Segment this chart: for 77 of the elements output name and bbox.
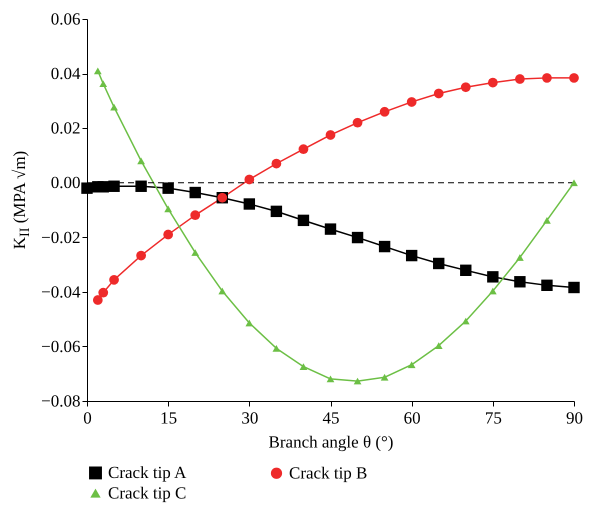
- point: [272, 344, 280, 352]
- point: [326, 130, 336, 140]
- point: [244, 198, 256, 210]
- point: [460, 82, 471, 92]
- x-tick-label: 90: [566, 408, 583, 428]
- y-tick-label: −0.06: [41, 336, 80, 356]
- y-tick-label: 0.04: [50, 64, 81, 84]
- point: [462, 318, 470, 324]
- point: [244, 174, 254, 184]
- point: [568, 282, 580, 294]
- point: [98, 288, 108, 298]
- point: [406, 250, 418, 262]
- point: [380, 374, 388, 381]
- point: [354, 378, 362, 384]
- point: [164, 206, 172, 212]
- y-tick-label: −0.08: [41, 392, 80, 410]
- x-tick-label: 0: [83, 408, 92, 428]
- legend-label: Crack tip A: [108, 462, 188, 482]
- x-tick-label: 30: [241, 408, 258, 428]
- point: [434, 88, 444, 98]
- x-tick-label: 45: [322, 408, 340, 428]
- point: [163, 230, 174, 240]
- point: [326, 376, 334, 382]
- legend-label: Crack tip C: [108, 484, 186, 502]
- point: [298, 214, 310, 226]
- point: [300, 363, 308, 370]
- point: [324, 223, 336, 235]
- point: [99, 80, 108, 88]
- point: [570, 179, 578, 186]
- point: [272, 158, 282, 168]
- legend-label: Crack tip B: [289, 463, 368, 482]
- point: [245, 320, 254, 326]
- x-tick-label: 60: [404, 408, 421, 428]
- x-axis-title: Branch angle θ (°): [268, 432, 394, 452]
- point: [380, 106, 390, 117]
- point: [488, 78, 498, 88]
- point: [460, 264, 472, 276]
- point: [81, 182, 93, 194]
- point: [218, 288, 226, 294]
- y-tick-label: 0.02: [50, 118, 80, 138]
- point: [190, 186, 201, 198]
- y-tick-label: −0.02: [41, 228, 80, 247]
- point: [515, 74, 525, 84]
- point: [109, 274, 119, 285]
- point: [352, 118, 362, 128]
- point: [543, 217, 551, 224]
- point: [190, 210, 200, 220]
- point: [433, 258, 444, 270]
- point: [135, 180, 147, 192]
- point: [108, 180, 120, 192]
- x-tick-label: 75: [484, 408, 502, 428]
- point: [136, 250, 146, 260]
- point: [488, 288, 497, 294]
- x-tick-label: 15: [160, 408, 178, 428]
- y-tick-label: 0.00: [50, 173, 80, 192]
- point: [352, 232, 364, 244]
- point: [98, 181, 109, 193]
- point: [137, 158, 145, 164]
- y-tick-label: 0.06: [50, 10, 80, 28]
- point: [487, 271, 499, 283]
- point: [298, 144, 308, 154]
- point: [94, 67, 102, 74]
- point: [434, 342, 443, 349]
- point: [408, 361, 416, 368]
- point: [406, 97, 417, 107]
- point: [516, 254, 524, 261]
- point: [191, 249, 200, 256]
- y-tick-label: −0.04: [41, 282, 81, 302]
- point: [542, 73, 552, 83]
- point: [92, 295, 103, 305]
- point: [162, 182, 174, 194]
- point: [541, 280, 553, 292]
- point: [514, 276, 526, 288]
- point: [270, 206, 282, 218]
- point: [378, 240, 390, 252]
- point: [569, 73, 579, 83]
- point: [110, 104, 118, 110]
